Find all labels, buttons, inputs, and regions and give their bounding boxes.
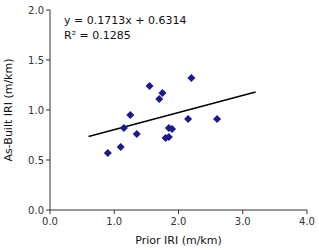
x-axis-label: Prior IRI (m/km) [135, 234, 222, 247]
x-tick [50, 210, 51, 214]
x-tick-label: 1.0 [106, 216, 122, 227]
y-tick [46, 160, 50, 161]
scatter-point [165, 133, 173, 141]
scatter-point [117, 143, 125, 151]
scatter-point [168, 125, 176, 133]
plot-area [89, 74, 256, 157]
y-tick-label: 0.0 [28, 205, 44, 216]
y-tick-label: 2.0 [28, 5, 44, 16]
scatter-point [187, 74, 195, 82]
y-axis-label: As-Built IRI (m/km) [2, 59, 15, 162]
x-tick-label: 4.0 [299, 216, 315, 227]
y-tick [46, 10, 50, 11]
scatter-point [120, 124, 128, 132]
x-tick-label: 0.0 [42, 216, 58, 227]
x-tick [178, 210, 179, 214]
scatter-point [146, 82, 154, 90]
scatter-point [184, 115, 192, 123]
y-tick-label: 0.5 [28, 155, 44, 166]
scatter-point [133, 130, 141, 138]
y-tick [46, 210, 50, 211]
regression-line [89, 92, 256, 137]
scatter-point [158, 89, 166, 97]
scatter-point [104, 149, 112, 157]
y-tick [46, 60, 50, 61]
y-tick-label: 1.5 [28, 55, 44, 66]
chart: 0.0 1.0 2.0 3.0 4.0 0.0 0.5 1.0 1.5 2.0 Prior IRI … [0, 0, 319, 250]
scatter-point [126, 111, 134, 119]
x-tick [114, 210, 115, 214]
y-tick [46, 110, 50, 111]
axes: 0.0 1.0 2.0 3.0 4.0 0.0 0.5 1.0 1.5 2.0 [28, 5, 315, 228]
x-tick-label: 2.0 [171, 216, 187, 227]
annotations: y = 0.1713x + 0.6314 R² = 0.1285 [64, 14, 186, 42]
x-tick [242, 210, 243, 214]
y-tick-label: 1.0 [28, 105, 44, 116]
annotation: R² = 0.1285 [64, 29, 131, 42]
scatter-point [213, 115, 221, 123]
x-tick [307, 210, 308, 214]
x-tick-label: 3.0 [235, 216, 251, 227]
annotation: y = 0.1713x + 0.6314 [64, 14, 186, 27]
